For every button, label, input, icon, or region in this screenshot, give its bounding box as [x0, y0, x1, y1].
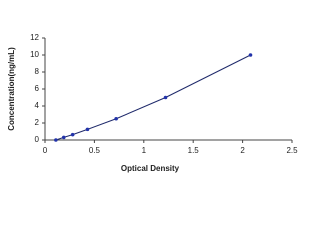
- y-tick-label: 0: [35, 135, 40, 144]
- y-tick-label: 12: [30, 33, 39, 42]
- point: [85, 127, 90, 132]
- y-tick-label: 10: [30, 50, 39, 59]
- x-tick-label: 1.5: [188, 146, 200, 155]
- point: [163, 95, 168, 100]
- curve: [55, 54, 251, 141]
- x-axis-title: Optical Density: [121, 164, 180, 173]
- y-tick-label: 8: [35, 67, 40, 76]
- point: [114, 116, 118, 121]
- x-tick-label: 0: [43, 146, 48, 155]
- point: [70, 132, 75, 137]
- point: [248, 53, 253, 57]
- x-tick-label: 1: [142, 146, 147, 155]
- x-tick-label: 2: [240, 146, 245, 155]
- chart: Optical Density Concentration(ng/mL) 0 2 4…: [7, 33, 298, 173]
- point: [54, 138, 58, 142]
- y-axis-title: Concentration(ng/mL): [7, 47, 16, 131]
- y-tick-label: 4: [35, 101, 40, 110]
- x-tick-label: 2.5: [286, 146, 298, 155]
- x-tick-label: 0.5: [89, 146, 101, 155]
- y-tick-label: 2: [35, 118, 40, 127]
- y-tick-label: 6: [35, 84, 40, 93]
- point: [61, 135, 66, 140]
